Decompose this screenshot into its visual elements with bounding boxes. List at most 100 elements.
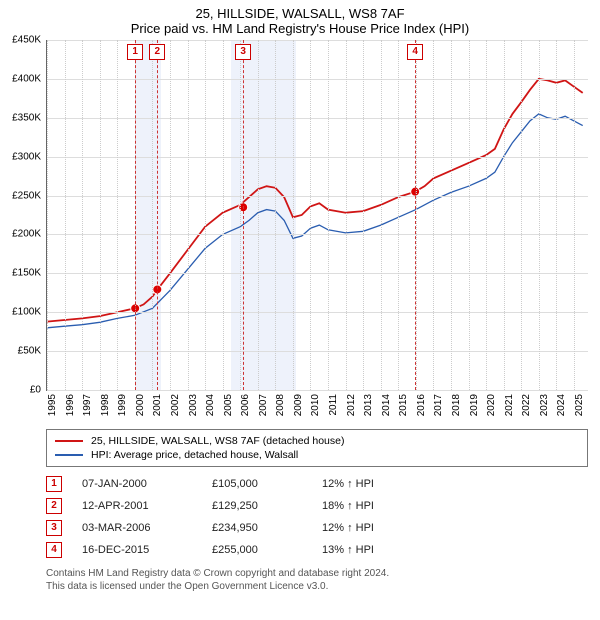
sale-vline bbox=[135, 40, 136, 390]
sale-vline bbox=[415, 40, 416, 390]
x-gridline bbox=[152, 40, 153, 390]
x-axis-label: 2002 bbox=[170, 394, 181, 416]
x-gridline bbox=[82, 40, 83, 390]
transaction-row: 303-MAR-2006£234,95012% ↑ HPI bbox=[46, 517, 588, 539]
x-gridline bbox=[381, 40, 382, 390]
y-gridline bbox=[47, 196, 588, 197]
sale-vline bbox=[157, 40, 158, 390]
legend-row: HPI: Average price, detached house, Wals… bbox=[55, 448, 579, 462]
chart-title-sub: Price paid vs. HM Land Registry's House … bbox=[0, 21, 600, 40]
x-axis-label: 1999 bbox=[117, 394, 128, 416]
transaction-pct: 12% ↑ HPI bbox=[322, 522, 374, 534]
transaction-row: 212-APR-2001£129,25018% ↑ HPI bbox=[46, 495, 588, 517]
x-gridline bbox=[258, 40, 259, 390]
legend-label: HPI: Average price, detached house, Wals… bbox=[91, 449, 298, 461]
x-gridline bbox=[47, 40, 48, 390]
x-gridline bbox=[188, 40, 189, 390]
y-gridline bbox=[47, 234, 588, 235]
sale-marker-box: 2 bbox=[149, 44, 165, 60]
x-gridline bbox=[310, 40, 311, 390]
y-axis-label: £400K bbox=[12, 73, 41, 84]
x-gridline bbox=[556, 40, 557, 390]
x-gridline bbox=[433, 40, 434, 390]
x-axis-label: 2009 bbox=[293, 394, 304, 416]
x-gridline bbox=[574, 40, 575, 390]
footer-line-2: This data is licensed under the Open Gov… bbox=[46, 580, 588, 593]
x-axis-label: 2011 bbox=[328, 394, 339, 416]
x-axis-label: 2000 bbox=[135, 394, 146, 416]
chart-svg bbox=[47, 40, 588, 390]
x-gridline bbox=[100, 40, 101, 390]
legend-swatch bbox=[55, 440, 83, 442]
x-gridline bbox=[486, 40, 487, 390]
x-axis-label: 2007 bbox=[258, 394, 269, 416]
x-axis-label: 2004 bbox=[205, 394, 216, 416]
x-gridline bbox=[205, 40, 206, 390]
x-axis-label: 2014 bbox=[381, 394, 392, 416]
x-axis-label: 1996 bbox=[65, 394, 76, 416]
x-axis-label: 2021 bbox=[504, 394, 515, 416]
x-gridline bbox=[451, 40, 452, 390]
x-axis-label: 2018 bbox=[451, 394, 462, 416]
x-axis-label: 1997 bbox=[82, 394, 93, 416]
x-gridline bbox=[539, 40, 540, 390]
y-axis-label: £300K bbox=[12, 151, 41, 162]
transaction-date: 12-APR-2001 bbox=[82, 500, 192, 512]
y-axis-label: £450K bbox=[12, 35, 41, 46]
series-line bbox=[47, 114, 583, 328]
y-axis-label: £50K bbox=[18, 346, 41, 357]
transaction-marker: 4 bbox=[46, 542, 62, 558]
x-axis-label: 2008 bbox=[275, 394, 286, 416]
y-axis-label: £150K bbox=[12, 268, 41, 279]
y-gridline bbox=[47, 273, 588, 274]
y-gridline bbox=[47, 118, 588, 119]
sale-marker-box: 1 bbox=[127, 44, 143, 60]
sale-marker-box: 3 bbox=[235, 44, 251, 60]
y-axis-label: £250K bbox=[12, 190, 41, 201]
x-gridline bbox=[363, 40, 364, 390]
x-axis-label: 2024 bbox=[556, 394, 567, 416]
transaction-marker: 3 bbox=[46, 520, 62, 536]
x-axis-label: 2023 bbox=[539, 394, 550, 416]
transaction-price: £234,950 bbox=[212, 522, 302, 534]
x-gridline bbox=[65, 40, 66, 390]
series-line bbox=[47, 79, 583, 322]
transaction-table: 107-JAN-2000£105,00012% ↑ HPI212-APR-200… bbox=[46, 473, 588, 561]
x-gridline bbox=[117, 40, 118, 390]
x-gridline bbox=[328, 40, 329, 390]
x-axis-label: 2020 bbox=[486, 394, 497, 416]
x-axis-label: 1998 bbox=[100, 394, 111, 416]
x-gridline bbox=[521, 40, 522, 390]
y-gridline bbox=[47, 351, 588, 352]
legend-row: 25, HILLSIDE, WALSALL, WS8 7AF (detached… bbox=[55, 434, 579, 448]
transaction-date: 07-JAN-2000 bbox=[82, 478, 192, 490]
legend-label: 25, HILLSIDE, WALSALL, WS8 7AF (detached… bbox=[91, 435, 345, 447]
x-axis-label: 2003 bbox=[188, 394, 199, 416]
x-axis-label: 2015 bbox=[398, 394, 409, 416]
transaction-price: £255,000 bbox=[212, 544, 302, 556]
y-gridline bbox=[47, 40, 588, 41]
x-gridline bbox=[293, 40, 294, 390]
x-gridline bbox=[398, 40, 399, 390]
legend-swatch bbox=[55, 454, 83, 456]
transaction-row: 107-JAN-2000£105,00012% ↑ HPI bbox=[46, 473, 588, 495]
x-axis-label: 2005 bbox=[223, 394, 234, 416]
x-axis-label: 2022 bbox=[521, 394, 532, 416]
x-axis-label: 2025 bbox=[574, 394, 585, 416]
x-gridline bbox=[469, 40, 470, 390]
x-axis-label: 1995 bbox=[47, 394, 58, 416]
transaction-price: £129,250 bbox=[212, 500, 302, 512]
y-axis-label: £350K bbox=[12, 112, 41, 123]
x-axis-label: 2019 bbox=[469, 394, 480, 416]
transaction-pct: 13% ↑ HPI bbox=[322, 544, 374, 556]
transaction-pct: 18% ↑ HPI bbox=[322, 500, 374, 512]
x-gridline bbox=[346, 40, 347, 390]
sale-marker-box: 4 bbox=[407, 44, 423, 60]
legend-box: 25, HILLSIDE, WALSALL, WS8 7AF (detached… bbox=[46, 429, 588, 467]
x-axis-label: 2016 bbox=[416, 394, 427, 416]
footer-line-1: Contains HM Land Registry data © Crown c… bbox=[46, 567, 588, 580]
x-axis-label: 2012 bbox=[346, 394, 357, 416]
y-axis-label: £0 bbox=[30, 385, 41, 396]
y-gridline bbox=[47, 390, 588, 391]
x-axis-label: 2006 bbox=[240, 394, 251, 416]
